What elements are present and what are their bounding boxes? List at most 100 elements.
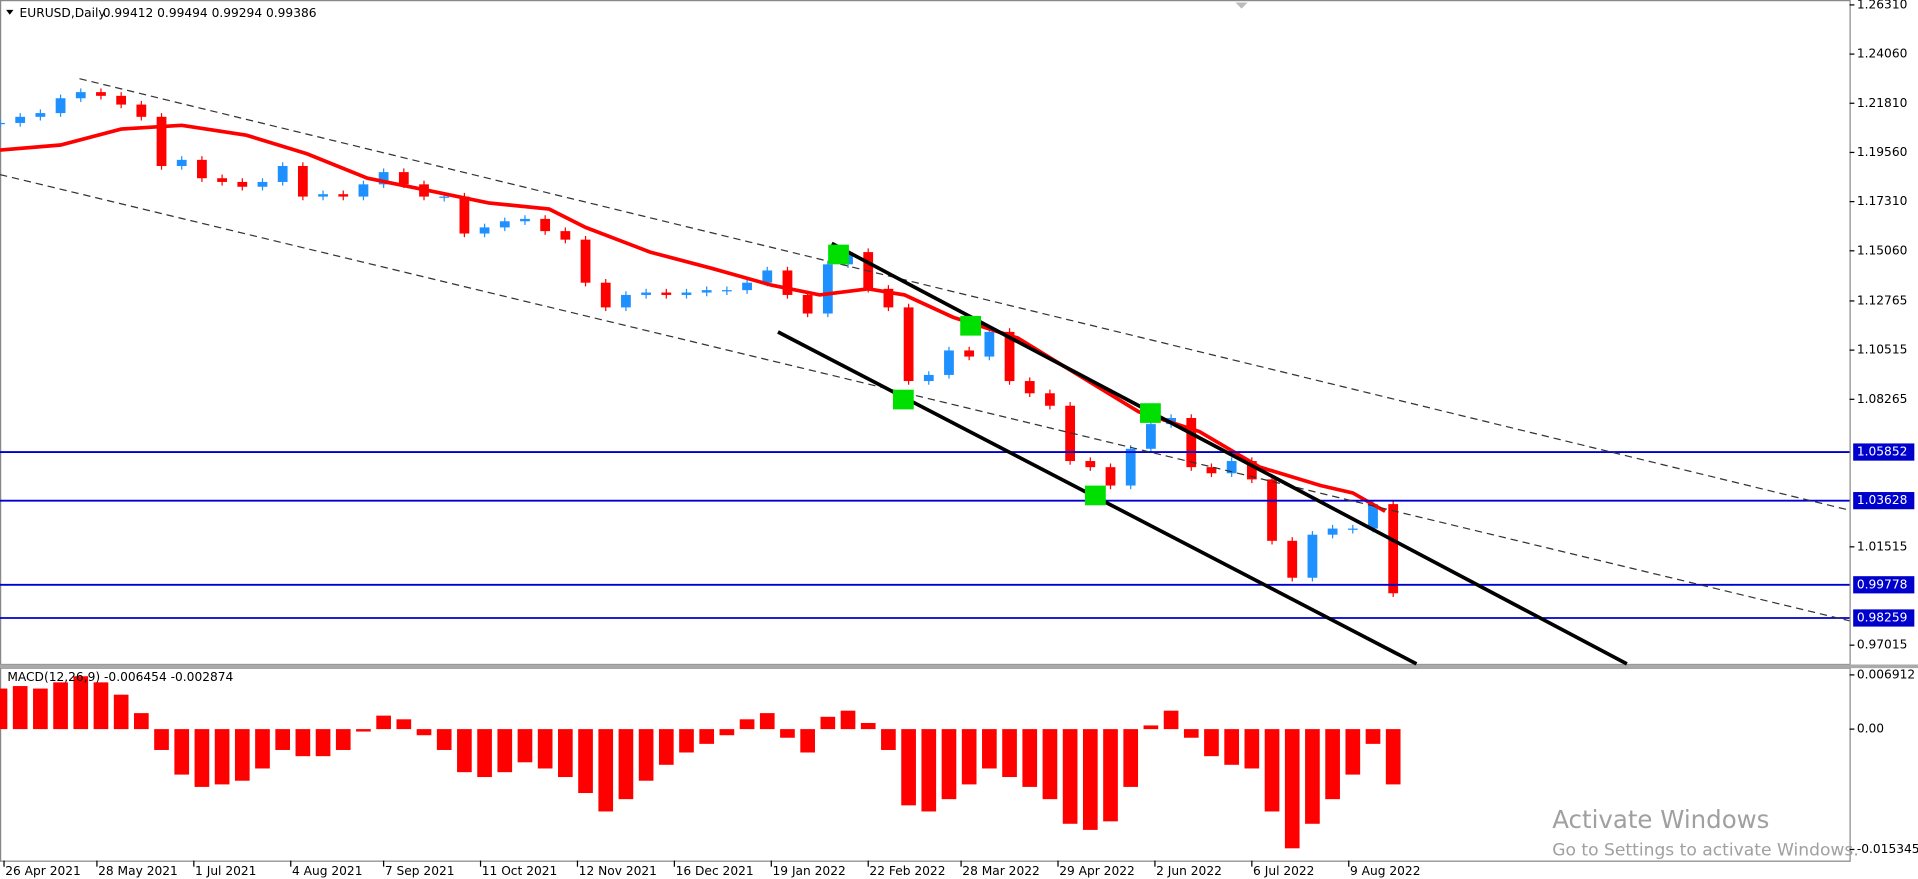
pivot-marker — [960, 315, 982, 336]
y-tick-label: 1.12765 — [1857, 293, 1908, 307]
macd-bar — [93, 682, 109, 730]
macd-bar — [901, 729, 916, 806]
macd-bar — [154, 729, 169, 750]
level-box — [1853, 492, 1915, 510]
candle — [903, 307, 914, 382]
macd-bar — [517, 729, 533, 763]
macd-bar — [1365, 729, 1381, 744]
y-tick-label: 0.00 — [1857, 722, 1884, 736]
y-tick-label: 1.08265 — [1857, 392, 1908, 406]
y-tick-label: 0.006912 — [1857, 667, 1915, 681]
candle — [176, 159, 187, 166]
macd-bar — [1042, 729, 1058, 800]
macd-bar — [356, 729, 371, 732]
candle — [0, 122, 5, 125]
pivot-marker — [892, 389, 914, 410]
candle — [661, 292, 672, 295]
candle — [1186, 417, 1197, 468]
candle — [459, 196, 470, 234]
macd-bar — [335, 729, 351, 750]
macd-bar — [113, 694, 129, 730]
candle — [1145, 424, 1156, 449]
candle — [1065, 405, 1076, 462]
x-tick-label: 9 Aug 2022 — [1350, 864, 1421, 878]
symbol: EURUSD,Daily — [20, 6, 106, 20]
trendline-upper — [830, 241, 1628, 666]
macd-bar — [881, 729, 896, 750]
macd-bar — [800, 729, 815, 753]
y-tick-label: 1.01515 — [1857, 539, 1908, 553]
macd-bar — [982, 729, 997, 769]
macd-bar — [12, 686, 28, 730]
y-tick-label: 1.24060 — [1857, 47, 1908, 61]
macd-bar — [234, 729, 250, 781]
macd-bar — [578, 729, 593, 794]
macd-bar — [275, 729, 291, 750]
macd-bar — [1123, 729, 1139, 787]
macd-bar — [638, 729, 654, 781]
macd-bar — [1002, 729, 1017, 778]
y-tick-label: 1.19560 — [1857, 145, 1908, 159]
candle — [560, 231, 571, 240]
macd-bar — [961, 729, 977, 785]
macd-bar — [497, 729, 513, 773]
candle — [116, 95, 127, 105]
ohlc: 0.99412 0.99494 0.99294 0.99386 — [103, 6, 317, 20]
macd-bar — [1224, 729, 1239, 765]
x-tick-label: 2 Jun 2022 — [1156, 864, 1222, 878]
candle — [1024, 381, 1035, 394]
y-tick-label: -0.015345 — [1857, 842, 1918, 856]
pivot-marker — [1084, 485, 1106, 506]
macd-bar — [679, 729, 694, 753]
macd-bar — [457, 729, 472, 773]
candle — [277, 165, 288, 182]
macd-bar — [0, 688, 8, 730]
candle — [1206, 467, 1217, 474]
macd-bar — [295, 729, 311, 757]
macd-bar — [1022, 729, 1038, 787]
candle — [721, 290, 732, 292]
candle — [923, 374, 934, 382]
candle — [1226, 461, 1237, 474]
macd-bar — [174, 729, 190, 775]
candle — [1307, 534, 1318, 578]
macd-bar — [194, 729, 210, 787]
candle — [822, 264, 833, 314]
candle — [1368, 504, 1378, 529]
y-tick-label: 1.15060 — [1857, 243, 1908, 257]
y-tick-label: 1.17310 — [1857, 194, 1908, 208]
x-tick-label: 19 Jan 2022 — [773, 864, 846, 878]
candle — [701, 290, 712, 293]
macd-bar — [1325, 729, 1340, 800]
channel-lower — [0, 173, 1850, 622]
candle — [540, 218, 551, 232]
macd-title: MACD(12,26,9) -0.006454 -0.002874 — [7, 670, 233, 684]
candle — [1388, 504, 1399, 594]
candle — [338, 194, 349, 197]
candle — [197, 159, 207, 179]
candle — [35, 113, 46, 117]
macd-bar — [1183, 729, 1199, 738]
x-tick-label: 4 Aug 2021 — [292, 864, 363, 878]
macd-bar — [537, 729, 553, 769]
macd-bar — [416, 729, 432, 736]
macd-bar — [558, 729, 573, 778]
macd-bar — [1163, 710, 1179, 730]
candle — [15, 116, 26, 123]
candle — [641, 292, 652, 295]
x-tick-label: 6 Jul 2022 — [1253, 864, 1314, 878]
candle — [580, 239, 591, 283]
level-box — [1853, 443, 1915, 461]
macd-bar — [1103, 729, 1118, 822]
candle — [1045, 393, 1055, 406]
macd-bar — [1385, 729, 1401, 785]
candle — [378, 172, 389, 185]
candle — [1327, 528, 1338, 535]
macd-bar — [396, 719, 412, 730]
macd-bar — [759, 713, 775, 730]
level-box — [1853, 576, 1915, 594]
macd-bar — [618, 729, 634, 800]
macd-bar — [1264, 729, 1280, 812]
